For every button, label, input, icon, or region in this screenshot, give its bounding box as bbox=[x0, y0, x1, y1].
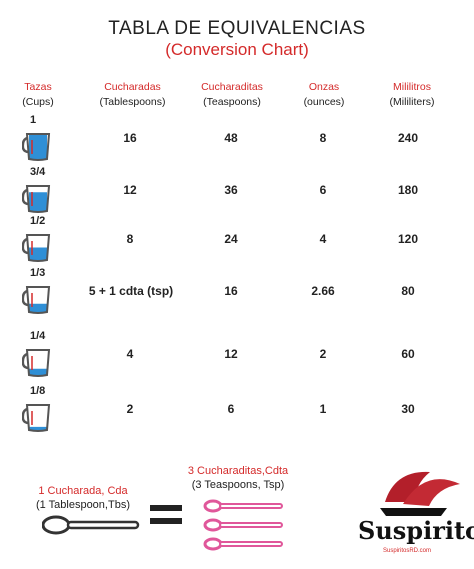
cell-oz: 2.66 bbox=[311, 284, 335, 298]
cell-oz: 2 bbox=[319, 347, 327, 361]
header-tablespoons-en: (Tablespoons) bbox=[99, 96, 166, 108]
logo-website: SuspiritosRD.com bbox=[383, 548, 432, 554]
cup-fill-level bbox=[29, 247, 47, 260]
cup-amount-label: 3/4 bbox=[30, 166, 46, 178]
header-teaspoons-es: Cucharaditas bbox=[201, 81, 263, 93]
cup-fill-level bbox=[29, 192, 47, 211]
tablespoon-caption: 1 Cucharada, Cda (1 Tablespoon,Tbs) bbox=[28, 484, 138, 512]
cell-tbs: 16 bbox=[123, 131, 137, 145]
table-row: 3/4 12 36 6 180 bbox=[0, 166, 474, 216]
suspiritos-logo-icon bbox=[380, 471, 460, 516]
cell-ml: 80 bbox=[401, 284, 415, 298]
cell-tsp: 24 bbox=[224, 232, 238, 246]
header-teaspoons-en: (Teaspoons) bbox=[203, 96, 261, 108]
cell-oz: 1 bbox=[319, 402, 327, 416]
cell-ml: 240 bbox=[397, 131, 419, 145]
cell-ml: 120 bbox=[397, 232, 419, 246]
measuring-cup-icon bbox=[22, 349, 51, 377]
cell-tsp: 12 bbox=[224, 347, 238, 361]
measuring-cup-icon bbox=[22, 286, 51, 314]
cup-amount-label: 1 bbox=[30, 114, 37, 126]
teaspoons-icon bbox=[203, 499, 283, 551]
cell-tsp: 48 bbox=[224, 131, 238, 145]
cup-amount-label: 1/8 bbox=[30, 385, 46, 397]
cell-tbs: 5 + 1 cdta (tsp) bbox=[88, 284, 174, 298]
cell-ml: 30 bbox=[401, 402, 415, 416]
table-row: 1/2 8 24 4 120 bbox=[0, 215, 474, 265]
cup-amount-label: 1/4 bbox=[30, 330, 46, 342]
header-ounces-es: Onzas bbox=[308, 81, 340, 93]
header-milliliters-en: (Mililiters) bbox=[389, 96, 435, 108]
tablespoon-caption-es: 1 Cucharada, Cda bbox=[38, 485, 128, 497]
page-title: TABLA DE EQUIVALENCIAS bbox=[108, 18, 366, 39]
cell-tbs: 2 bbox=[126, 402, 134, 416]
header-tablespoons: Cucharadas (Tablespoons) bbox=[85, 80, 180, 110]
cell-ml: 180 bbox=[397, 183, 419, 197]
cup-amount-label: 1/3 bbox=[30, 267, 46, 279]
cup-fill-level bbox=[29, 134, 47, 159]
cup-fill-level bbox=[29, 368, 47, 375]
teaspoon-caption: 3 Cucharaditas,Cdta (3 Teaspoons, Tsp) bbox=[178, 464, 298, 492]
header-cups: Tazas (Cups) bbox=[2, 80, 74, 110]
measuring-cup-icon bbox=[22, 185, 51, 213]
page-subtitle: (Conversion Chart) bbox=[165, 40, 309, 59]
cell-oz: 6 bbox=[319, 183, 327, 197]
cell-oz: 4 bbox=[319, 232, 327, 246]
header-ounces-en: (ounces) bbox=[303, 96, 345, 108]
header-cups-es: Tazas bbox=[24, 81, 52, 93]
cup-fill-level bbox=[29, 303, 47, 312]
table-row: 1/4 4 12 2 60 bbox=[0, 330, 474, 380]
cup-amount-label: 1/2 bbox=[30, 215, 46, 227]
measuring-cup-icon bbox=[22, 234, 51, 262]
cell-tbs: 4 bbox=[126, 347, 134, 361]
cell-tsp: 16 bbox=[224, 284, 238, 298]
table-row: 1/3 5 + 1 cdta (tsp) 16 2.66 80 bbox=[0, 267, 474, 317]
table-row: 1/8 2 6 1 30 bbox=[0, 385, 474, 435]
logo-wordmark: Suspiritos bbox=[358, 516, 474, 545]
equals-sign bbox=[150, 505, 182, 531]
cup-fill-level bbox=[29, 426, 47, 430]
header-milliliters: Mililitros (Mililiters) bbox=[367, 80, 457, 110]
cell-tsp: 36 bbox=[224, 183, 238, 197]
header-ounces: Onzas (ounces) bbox=[288, 80, 360, 110]
table-row: 1 16 48 8 240 bbox=[0, 114, 474, 164]
teaspoon-caption-en: (3 Teaspoons, Tsp) bbox=[191, 479, 285, 491]
header-tablespoons-es: Cucharadas bbox=[104, 81, 161, 93]
cell-tbs: 8 bbox=[126, 232, 134, 246]
cell-ml: 60 bbox=[401, 347, 415, 361]
tablespoon-caption-en: (1 Tablespoon,Tbs) bbox=[36, 499, 130, 511]
cell-tsp: 6 bbox=[227, 402, 235, 416]
cell-tbs: 12 bbox=[123, 183, 137, 197]
teaspoon-caption-es: 3 Cucharaditas,Cdta bbox=[187, 465, 289, 477]
cell-oz: 8 bbox=[319, 131, 327, 145]
header-cups-en: (Cups) bbox=[22, 96, 54, 108]
measuring-cup-icon bbox=[22, 133, 51, 161]
header-milliliters-es: Mililitros bbox=[393, 81, 431, 93]
tablespoon-icon bbox=[42, 515, 140, 535]
measuring-cup-icon bbox=[22, 404, 51, 432]
header-teaspoons: Cucharaditas (Teaspoons) bbox=[186, 80, 278, 110]
